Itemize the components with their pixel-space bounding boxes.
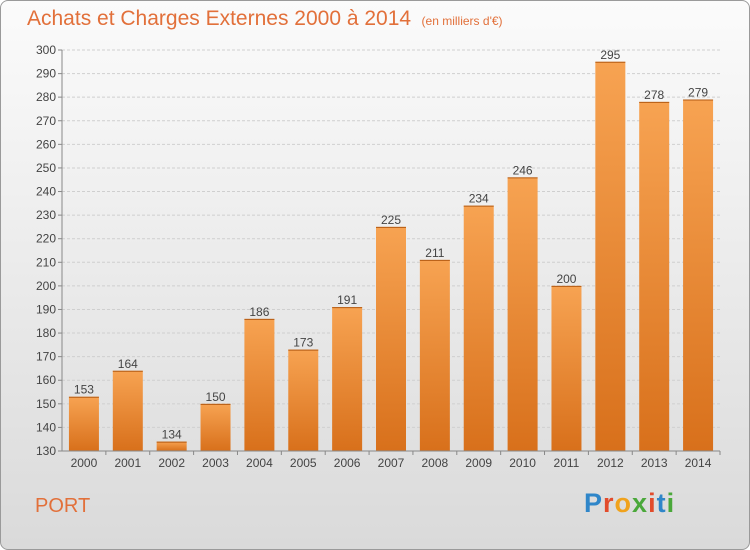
data-label: 153 bbox=[74, 383, 94, 397]
bar bbox=[376, 226, 406, 451]
data-label: 225 bbox=[381, 213, 401, 227]
y-tick-label: 210 bbox=[36, 255, 56, 269]
data-label: 200 bbox=[556, 272, 576, 286]
bar bbox=[112, 370, 143, 451]
bar bbox=[288, 349, 319, 451]
x-tick-label: 2008 bbox=[422, 456, 449, 470]
data-label: 191 bbox=[337, 293, 357, 307]
brand-letter: P bbox=[584, 488, 604, 518]
brand-letter: i bbox=[648, 488, 657, 518]
bar bbox=[200, 403, 231, 451]
bar bbox=[156, 441, 187, 451]
axes: 130 140 150 160 170 180 190 200 210 220 230 240 250 2… bbox=[36, 43, 721, 470]
y-tick-label: 240 bbox=[36, 185, 56, 199]
data-label: 246 bbox=[513, 163, 533, 177]
x-tick-label: 2014 bbox=[685, 456, 712, 470]
data-label: 234 bbox=[469, 192, 489, 206]
data-label: 279 bbox=[688, 86, 708, 100]
y-tick-label: 170 bbox=[36, 350, 56, 364]
x-tick-label: 2002 bbox=[158, 456, 185, 470]
bars: 153 164 134 150 186 173 191 225 211 234 246 200 295 2… bbox=[68, 48, 714, 452]
y-tick-label: 160 bbox=[36, 373, 56, 387]
bar bbox=[683, 99, 714, 452]
bar bbox=[68, 396, 99, 451]
y-tick-label: 190 bbox=[36, 302, 56, 316]
y-tick-label: 140 bbox=[36, 420, 56, 434]
brand-letter: x bbox=[632, 488, 649, 518]
bar bbox=[332, 307, 363, 451]
y-tick-label: 180 bbox=[36, 326, 56, 340]
bar bbox=[639, 101, 670, 452]
y-tick-label: 290 bbox=[36, 67, 56, 81]
x-tick-label: 2005 bbox=[290, 456, 317, 470]
y-tick-label: 280 bbox=[36, 90, 56, 104]
y-tick-label: 260 bbox=[36, 137, 56, 151]
data-label: 150 bbox=[206, 390, 226, 404]
x-tick-label: 2000 bbox=[71, 456, 98, 470]
data-label: 278 bbox=[644, 88, 664, 102]
x-tick-label: 2006 bbox=[334, 456, 361, 470]
x-tick-label: 2011 bbox=[554, 456, 580, 470]
y-tick-label: 150 bbox=[36, 397, 56, 411]
bar bbox=[595, 61, 626, 451]
x-tick-label: 2010 bbox=[509, 456, 536, 470]
y-tick-label: 220 bbox=[36, 232, 56, 246]
x-tick-label: 2012 bbox=[597, 456, 624, 470]
data-label: 211 bbox=[425, 246, 444, 260]
y-tick-label: 230 bbox=[36, 208, 56, 222]
data-label: 164 bbox=[118, 357, 138, 371]
brand-letter: o bbox=[614, 488, 633, 518]
x-tick-label: 2013 bbox=[641, 456, 668, 470]
brand-letter: t bbox=[656, 488, 667, 518]
bar bbox=[419, 259, 450, 451]
y-tick-label: 130 bbox=[36, 444, 56, 458]
bar bbox=[551, 285, 582, 451]
data-label: 186 bbox=[249, 305, 269, 319]
bar bbox=[507, 177, 538, 451]
x-tick-label: 2004 bbox=[246, 456, 273, 470]
title-row: Achats et Charges Externes 2000 à 2014 (… bbox=[27, 7, 503, 31]
commune-name: PORT bbox=[35, 495, 91, 517]
x-tick-label: 2009 bbox=[465, 456, 492, 470]
brand-letter: i bbox=[666, 488, 676, 518]
data-label: 295 bbox=[600, 48, 620, 62]
brand-logo: Proxiti bbox=[584, 488, 675, 519]
x-tick-label: 2003 bbox=[202, 456, 229, 470]
y-tick-label: 270 bbox=[36, 114, 56, 128]
x-tick-label: 2007 bbox=[378, 456, 405, 470]
brand-letter: r bbox=[603, 488, 615, 518]
bar bbox=[463, 205, 494, 451]
data-label: 134 bbox=[162, 428, 182, 442]
bar bbox=[244, 318, 275, 451]
chart-subtitle: (en milliers d'€) bbox=[421, 14, 503, 28]
x-tick-label: 2001 bbox=[114, 456, 141, 470]
y-tick-label: 200 bbox=[36, 279, 56, 293]
y-tick-label: 250 bbox=[36, 161, 56, 175]
chart-title: Achats et Charges Externes 2000 à 2014 bbox=[27, 7, 412, 30]
y-tick-label: 300 bbox=[36, 43, 56, 57]
data-label: 173 bbox=[293, 336, 313, 350]
